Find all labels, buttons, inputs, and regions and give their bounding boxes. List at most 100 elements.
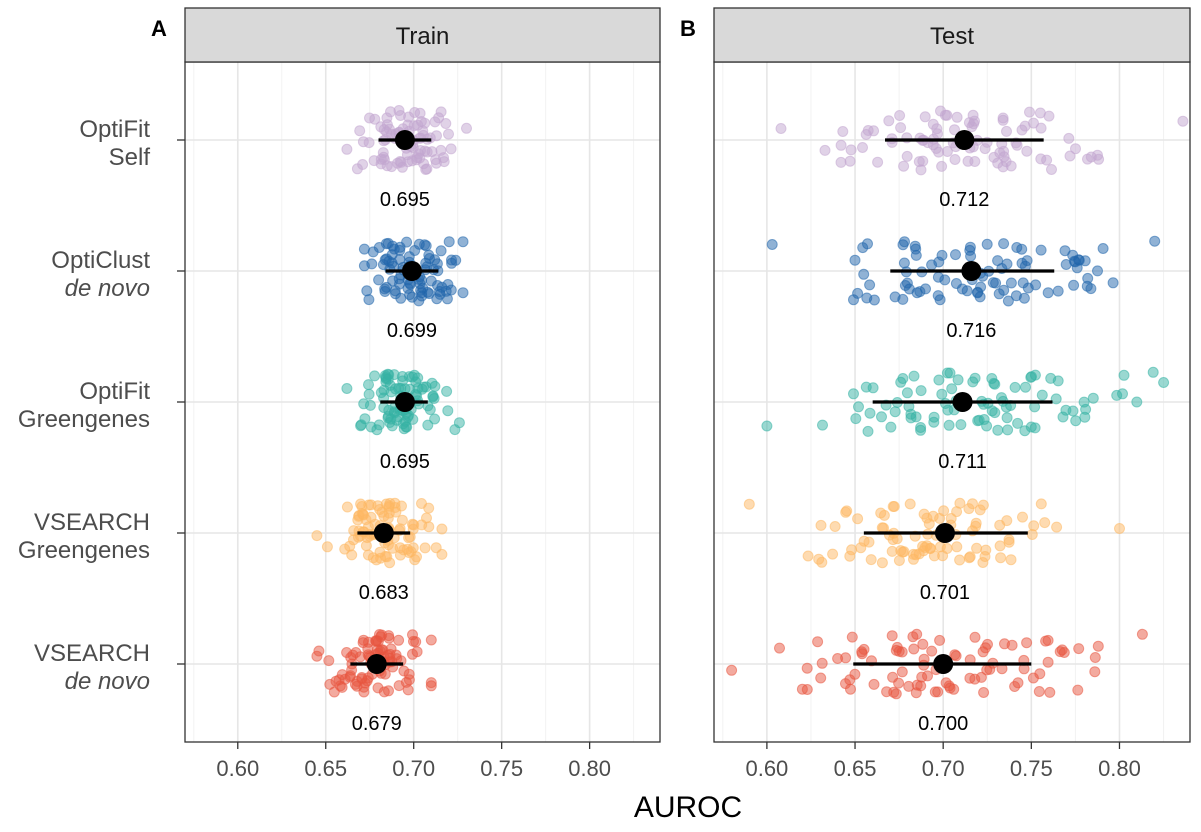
data-point [427, 391, 439, 403]
data-point [801, 684, 813, 695]
data-point [944, 367, 956, 379]
data-point [424, 404, 436, 416]
y-tick-label-line2: Greengenes [18, 406, 150, 433]
data-point [394, 156, 406, 167]
median-point [934, 523, 955, 543]
data-point [1003, 536, 1015, 548]
data-point [941, 543, 953, 554]
data-point [365, 511, 377, 523]
data-point [346, 549, 358, 561]
data-point [972, 286, 984, 298]
median-point [394, 130, 415, 150]
data-point [1085, 151, 1097, 163]
data-point [348, 525, 360, 537]
data-point [904, 498, 916, 510]
data-point [1042, 287, 1054, 299]
data-point [435, 245, 447, 257]
data-point [726, 664, 738, 676]
data-point [443, 128, 454, 140]
median-point [394, 392, 415, 412]
data-point [867, 382, 879, 394]
data-point [908, 643, 920, 655]
data-point [380, 372, 392, 383]
data-point [1018, 292, 1030, 304]
data-point [1021, 255, 1033, 267]
data-point [950, 249, 961, 261]
data-point [862, 425, 874, 437]
facet-strip [184, 7, 661, 63]
data-point [1000, 401, 1012, 413]
data-point [449, 424, 461, 436]
data-point [1089, 652, 1101, 663]
data-point [1078, 396, 1090, 408]
data-point [415, 145, 426, 156]
data-point [383, 685, 394, 697]
data-point [435, 106, 447, 118]
data-point [849, 254, 861, 266]
y-tick-label-line1: VSEARCH [34, 640, 150, 667]
data-point [911, 287, 923, 299]
data-point [846, 631, 858, 643]
data-point [445, 143, 457, 155]
data-point [815, 672, 827, 684]
data-point [845, 144, 857, 156]
x-tick-label: 0.70 [922, 756, 965, 781]
data-point [946, 383, 958, 395]
data-point [923, 518, 935, 530]
data-point [1149, 235, 1161, 247]
data-point [385, 413, 397, 425]
data-point [1042, 634, 1054, 646]
data-point [998, 145, 1010, 157]
data-point [940, 677, 952, 689]
data-point [1063, 132, 1075, 144]
data-point [802, 550, 814, 562]
x-tick-label: 0.60 [216, 756, 259, 781]
data-point [977, 646, 989, 658]
data-point [429, 116, 441, 128]
data-point [896, 666, 908, 678]
data-point [938, 505, 950, 517]
y-tick-label-line2: de novo [65, 275, 150, 302]
data-point [363, 388, 375, 400]
data-point [886, 630, 898, 642]
data-point [903, 680, 915, 692]
data-point [1016, 124, 1028, 136]
data-point [932, 271, 944, 283]
median-label: 0.700 [918, 713, 968, 735]
data-point [1158, 377, 1170, 388]
data-point [952, 374, 964, 386]
data-point [964, 672, 976, 684]
data-point [963, 117, 975, 129]
data-point [382, 237, 394, 249]
data-point [864, 407, 876, 419]
data-point [356, 672, 368, 683]
facet-strip [713, 7, 1191, 63]
median-label: 0.695 [380, 189, 430, 211]
data-point [1072, 684, 1084, 696]
data-point [908, 370, 920, 382]
data-point [932, 290, 944, 302]
data-point [860, 129, 872, 140]
data-point [1043, 110, 1055, 122]
data-point [883, 115, 895, 127]
median-label: 0.679 [352, 713, 402, 735]
data-point [1029, 369, 1041, 381]
data-point [430, 542, 442, 554]
data-point [358, 243, 370, 255]
data-point [380, 498, 392, 510]
data-point [886, 545, 898, 557]
data-point [434, 288, 446, 300]
data-point [975, 671, 987, 683]
data-point [341, 143, 353, 155]
data-point [970, 517, 982, 529]
data-point [1028, 117, 1039, 129]
data-point [981, 238, 993, 250]
data-point [323, 655, 335, 667]
data-point [402, 684, 414, 696]
median-label: 0.716 [946, 320, 996, 342]
median-label: 0.699 [387, 320, 437, 342]
data-point [998, 238, 1010, 250]
data-point [1092, 640, 1104, 652]
data-point [414, 107, 426, 119]
data-point [1177, 115, 1189, 127]
